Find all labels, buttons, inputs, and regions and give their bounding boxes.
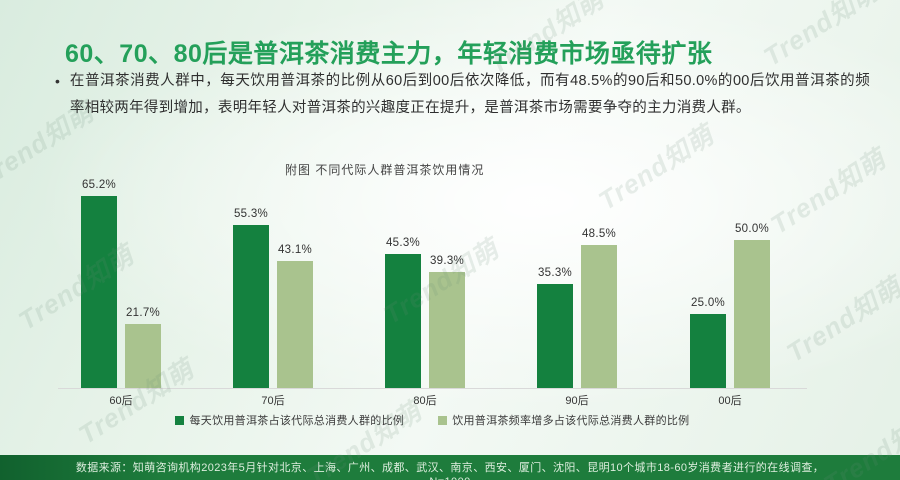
category-label-80后: 80后 (413, 395, 437, 407)
chart-category-axis: 60后 70后 80后 90后 00后 (58, 392, 807, 408)
category-label-70后: 70后 (261, 395, 285, 407)
value-label-80后-series1: 45.3% (385, 237, 421, 249)
value-label-70后-series1: 55.3% (233, 208, 269, 220)
category-label-00后: 00后 (718, 395, 742, 407)
value-label-00后-series2: 50.0% (734, 223, 770, 235)
bar-80后-series2 (429, 272, 465, 388)
legend-swatch-icon (438, 415, 448, 425)
summary-text: 在普洱茶消费人群中，每天饮用普洱茶的比例从60后到00后依次降低，而有48.5%… (69, 73, 870, 116)
data-source-text: 数据来源：知萌咨询机构2023年5月针对北京、上海、广州、成都、武汉、南京、西安… (75, 462, 825, 474)
legend-label: 每天饮用普洱茶占该代际总消费人群的比例 (189, 415, 405, 427)
chart-title: 附图 不同代际人群普洱茶饮用情况 (285, 163, 485, 177)
bar-80后-series1 (385, 254, 421, 388)
bar-00后-series1 (690, 314, 726, 388)
bar-90后-series2 (581, 245, 617, 388)
category-label-90后: 90后 (565, 395, 589, 407)
legend-item-series2: 饮用普洱茶频率增多占该代际总消费人群的比例 (438, 412, 689, 428)
bar-70后-series2 (277, 261, 313, 388)
value-label-00后-series1: 25.0% (690, 297, 726, 309)
value-label-80后-series2: 39.3% (429, 255, 465, 267)
footer-bar: 数据来源：知萌咨询机构2023年5月针对北京、上海、广州、成都、武汉、南京、西安… (0, 455, 900, 480)
bar-60后-series1 (81, 196, 117, 388)
value-label-90后-series2: 48.5% (581, 228, 617, 240)
legend-item-series1: 每天饮用普洱茶占该代际总消费人群的比例 (175, 412, 404, 428)
chart-legend: 每天饮用普洱茶占该代际总消费人群的比例 饮用普洱茶频率增多占该代际总消费人群的比例 (58, 412, 807, 428)
page-title: 60、70、80后是普洱茶消费主力，年轻消费市场亟待扩张 (65, 39, 713, 68)
bullet-dot: • (55, 73, 60, 89)
sample-size-text: N=1000 (0, 475, 900, 480)
category-label-60后: 60后 (109, 395, 133, 407)
bar-90后-series1 (537, 284, 573, 388)
value-label-60后-series2: 21.7% (125, 307, 161, 319)
summary-bullet: • 在普洱茶消费人群中，每天饮用普洱茶的比例从60后到00后依次降低，而有48.… (55, 68, 870, 122)
bar-chart-plot: 65.2% 21.7% 55.3% 43.1% 45.3% 39.3% 35.3% 48.5%… (58, 179, 807, 389)
value-label-60后-series1: 65.2% (81, 179, 117, 191)
bar-60后-series2 (125, 324, 161, 388)
value-label-90后-series1: 35.3% (537, 267, 573, 279)
legend-label: 饮用普洱茶频率增多占该代际总消费人群的比例 (452, 415, 690, 427)
bar-70后-series1 (233, 225, 269, 388)
bar-00后-series2 (734, 240, 770, 388)
legend-swatch-icon (175, 415, 185, 425)
value-label-70后-series2: 43.1% (277, 244, 313, 256)
